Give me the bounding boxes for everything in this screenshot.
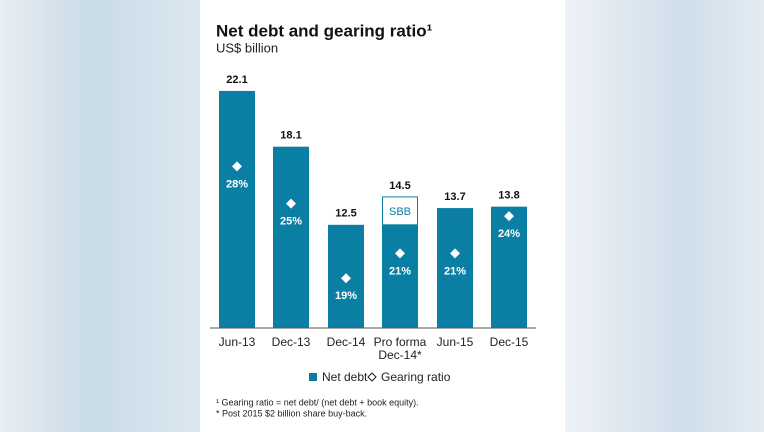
total-label: 13.8 <box>498 190 519 202</box>
segment-label: SBB <box>389 206 411 218</box>
legend-label: Gearing ratio <box>381 370 451 384</box>
total-label: 12.5 <box>335 208 356 220</box>
gearing-marker <box>286 198 296 209</box>
gearing-label: 24% <box>498 228 520 240</box>
gearing-label: 25% <box>280 216 302 228</box>
bar <box>219 90 255 329</box>
gearing-marker <box>450 248 460 259</box>
gearing-marker <box>395 248 405 259</box>
x-tick-label: Jun-15 <box>436 335 474 349</box>
x-tick-label: Dec-14 <box>326 335 366 349</box>
footnote: * Post 2015 $2 billion share buy-back. <box>216 408 367 418</box>
bar <box>437 208 473 328</box>
sbb-segment <box>382 196 418 226</box>
legend-swatch <box>367 372 377 382</box>
gearing-marker <box>232 161 242 172</box>
bar <box>491 206 527 328</box>
gearing-marker <box>504 211 514 222</box>
total-label: 14.5 <box>389 180 410 192</box>
x-tick-label: Dec-15 <box>489 335 529 349</box>
total-label: 22.1 <box>226 74 247 86</box>
legend-label: Net debt <box>322 370 368 384</box>
chart-subtitle: US$ billion <box>216 40 278 55</box>
gearing-label: 28% <box>226 178 248 190</box>
bar <box>273 146 309 328</box>
footnote: ¹ Gearing ratio = net debt/ (net debt + … <box>216 397 419 407</box>
chart-title: Net debt and gearing ratio¹ <box>216 21 433 40</box>
total-label: 18.1 <box>280 130 301 142</box>
x-tick-label: Dec-13 <box>271 335 311 349</box>
gearing-label: 21% <box>389 265 411 277</box>
bar <box>382 224 418 328</box>
legend-swatch <box>309 373 317 381</box>
x-tick-label: Jun-13 <box>218 335 256 349</box>
gearing-marker <box>341 273 351 284</box>
gearing-label: 21% <box>444 265 466 277</box>
background <box>565 0 764 432</box>
gearing-label: 19% <box>335 290 357 302</box>
total-label: 13.7 <box>444 191 465 203</box>
x-tick-label: Pro forma Dec-14* <box>373 335 427 362</box>
